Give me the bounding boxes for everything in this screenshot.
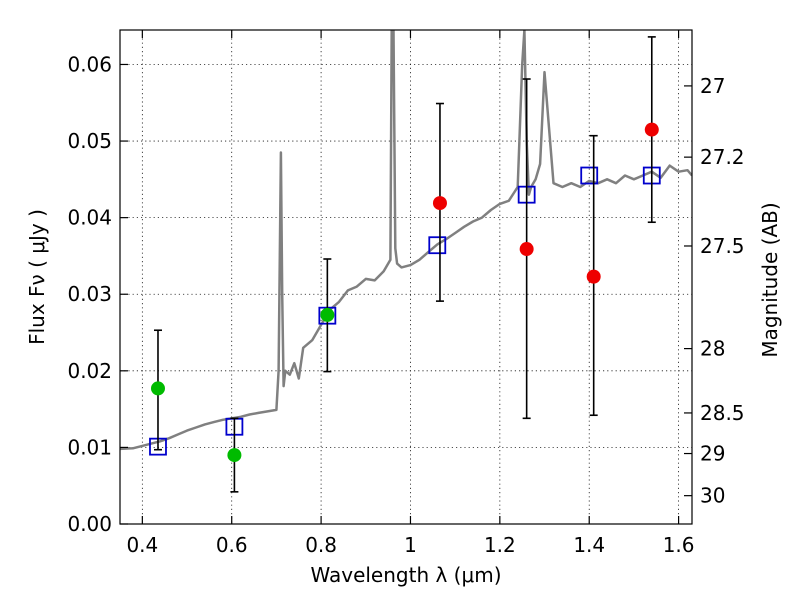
x-tick-label: 0.4 — [126, 533, 158, 557]
error-bars — [149, 36, 661, 493]
x-tick-label: 1.4 — [573, 533, 605, 557]
y-tick-label: 0.05 — [67, 129, 112, 153]
y-tick-label: 0.03 — [67, 282, 112, 306]
right-tick-label: 29 — [700, 442, 725, 466]
x-tick-label: 0.6 — [216, 533, 248, 557]
y-axis-label: Flux Fν ( μJy ) — [25, 209, 49, 345]
x-axis-label: Wavelength λ (μm) — [310, 563, 501, 587]
observed-point-marker — [432, 196, 447, 211]
right-tick-label: 28 — [700, 337, 725, 361]
x-tick-label: 1.2 — [484, 533, 516, 557]
y-tick-label: 0.00 — [67, 512, 112, 536]
observed-point-marker — [320, 307, 335, 322]
x-tick-label: 1 — [404, 533, 417, 557]
grid-lines — [120, 30, 692, 525]
observed-point-marker — [644, 122, 659, 137]
y-axis-right-label: Magnitude (AB) — [758, 202, 782, 357]
right-tick-label: 27 — [700, 74, 725, 98]
x-tick-label: 0.8 — [305, 533, 337, 557]
observed-point-marker — [150, 381, 165, 396]
observed-point-marker — [227, 448, 242, 463]
observed-point-marker — [519, 242, 534, 257]
right-tick-label: 27.2 — [700, 145, 745, 169]
data-layer — [120, 30, 692, 451]
plot-frame — [119, 29, 693, 525]
y-tick-label: 0.02 — [67, 359, 112, 383]
spectrum-line — [120, 30, 692, 451]
observed-point-marker — [586, 269, 601, 284]
model-square-marker — [428, 236, 447, 255]
x-tick-label: 1.6 — [663, 533, 695, 557]
model-square-marker — [580, 166, 599, 185]
y-tick-label: 0.04 — [67, 206, 112, 230]
y-tick-label: 0.06 — [67, 52, 112, 76]
y-tick-label: 0.01 — [67, 435, 112, 459]
axis-ticks: 0.4 0.6 0.8 1 1.2 1.4 1.6 0.00 0.01 0.02 0.03 0.04 0… — [67, 30, 745, 557]
right-tick-label: 28.5 — [700, 401, 745, 425]
right-tick-label: 27.5 — [700, 234, 745, 258]
right-tick-label: 30 — [700, 484, 725, 508]
